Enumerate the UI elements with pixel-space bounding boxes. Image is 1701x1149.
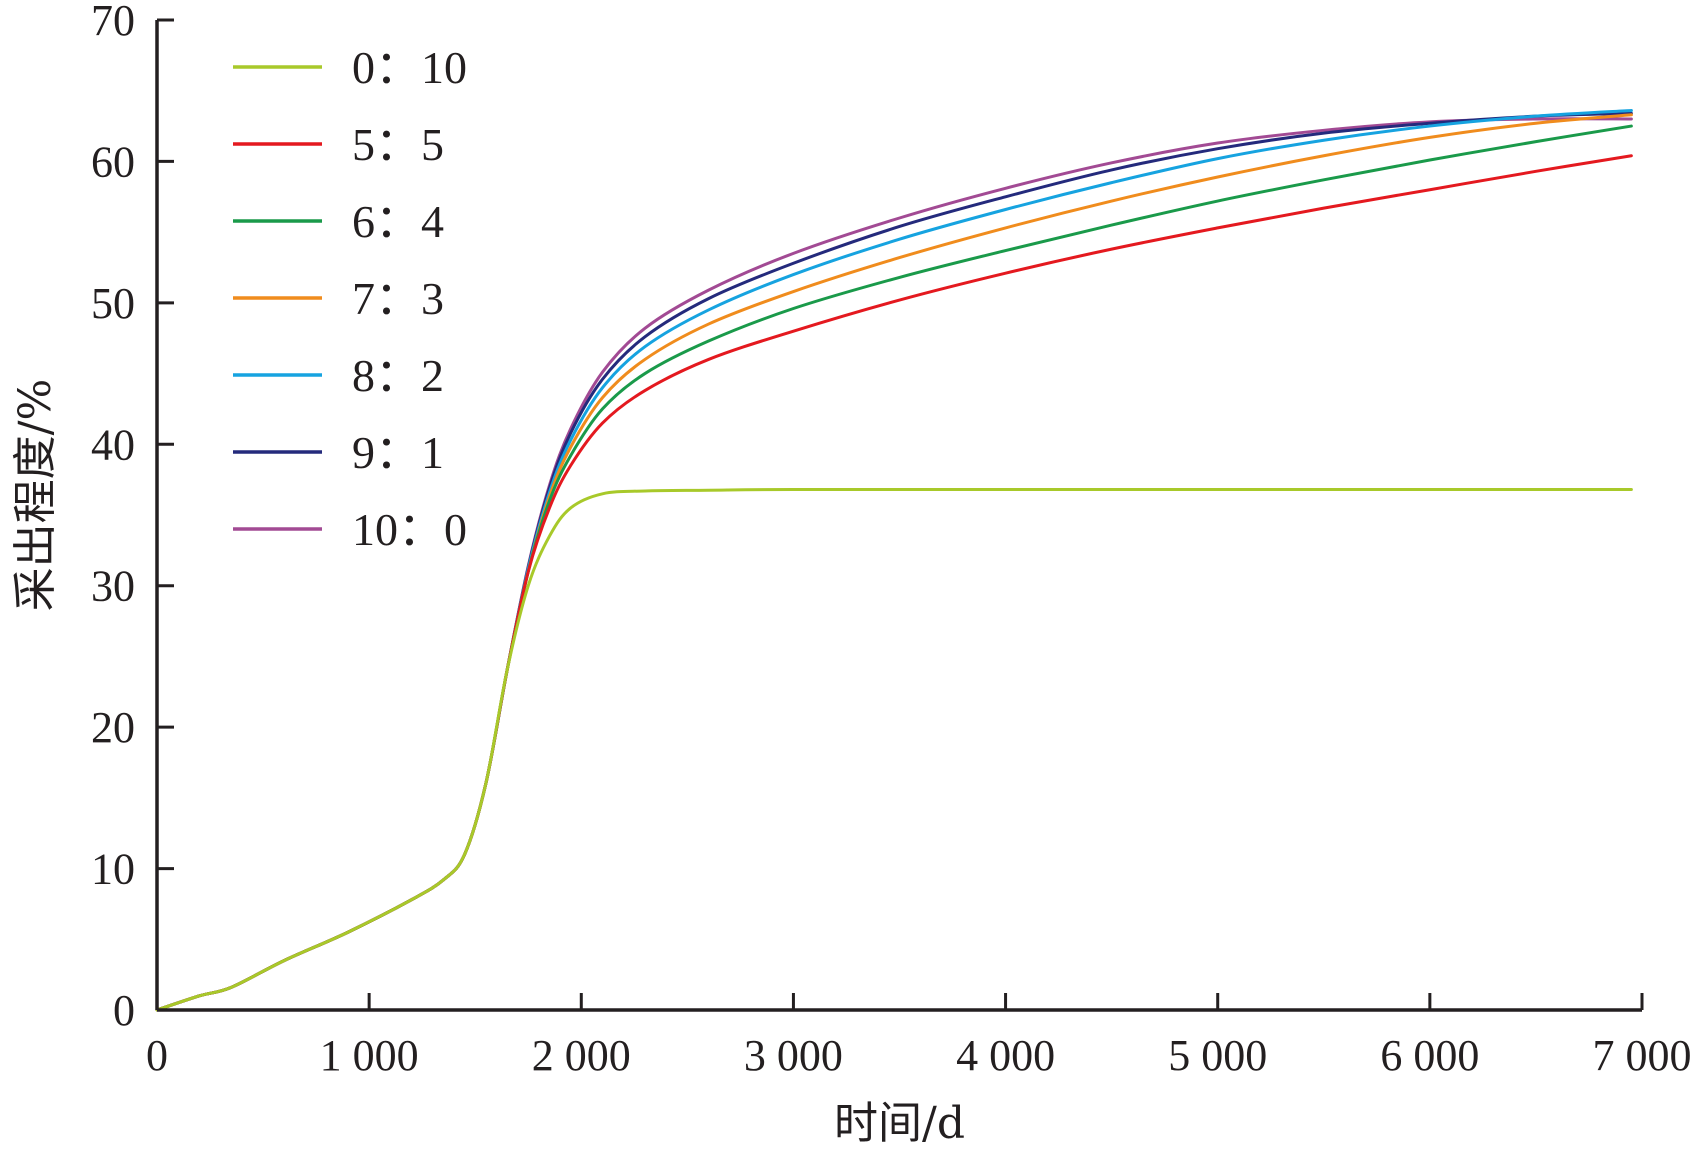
legend-label: 6：4 [352,196,444,247]
legend-label: 10：0 [352,504,467,555]
x-tick-label: 2 000 [532,1031,631,1080]
y-tick-label: 40 [91,420,135,469]
y-tick-label: 50 [91,279,135,328]
series-line [155,111,1633,1012]
legend-label: 8：2 [352,350,444,401]
x-tick-label: 5 000 [1168,1031,1267,1080]
series-line [155,117,1633,1012]
legend-label: 7：3 [352,273,444,324]
x-tick-label: 0 [146,1031,168,1080]
x-tick-label: 6 000 [1380,1031,1479,1080]
legend: 0：10 5：5 6：4 7：3 8：2 9：1 10：0 [233,42,467,555]
x-axis-title: 时间/d [834,1098,965,1149]
series-line [155,113,1633,1012]
x-axis-ticks: 0 1 000 2 000 3 000 4 000 5 000 6 000 7 000 [146,993,1692,1080]
legend-label: 0：10 [352,42,467,93]
x-tick-label: 7 000 [1593,1031,1692,1080]
y-axis-title: 采出程度/% [10,379,61,612]
legend-label: 9：1 [352,427,444,478]
y-tick-label: 10 [91,845,135,894]
x-tick-label: 3 000 [744,1031,843,1080]
series-layer [155,109,1633,1012]
series-line [155,487,1633,1012]
y-tick-label: 20 [91,703,135,752]
y-tick-label: 60 [91,137,135,186]
y-axis-ticks: 0 10 20 30 40 50 60 70 [91,0,174,1035]
x-tick-label: 1 000 [320,1031,419,1080]
legend-label: 5：5 [352,119,444,170]
y-tick-label: 0 [113,986,135,1035]
y-tick-label: 70 [91,0,135,45]
y-tick-label: 30 [91,562,135,611]
x-tick-label: 4 000 [956,1031,1055,1080]
